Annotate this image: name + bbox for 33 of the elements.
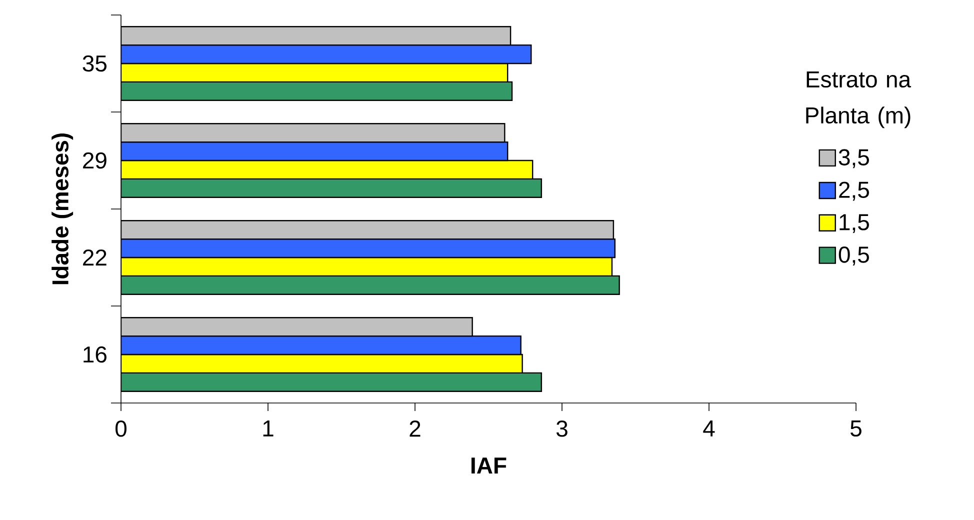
x-tick-label: 5 xyxy=(850,420,862,437)
y-tick-label: 35 xyxy=(82,55,107,72)
bar xyxy=(121,256,613,277)
y-tick-label: 16 xyxy=(84,346,106,363)
bar xyxy=(121,62,508,83)
bar xyxy=(121,317,473,337)
bar xyxy=(121,160,534,180)
bar xyxy=(121,26,512,46)
x-tick-label: 2 xyxy=(410,420,420,437)
bar xyxy=(121,372,542,392)
x-tick-label: 4 xyxy=(703,420,715,436)
x-axis-title: IAF xyxy=(472,458,506,474)
y-tick-label: 29 xyxy=(83,152,106,169)
bar xyxy=(121,123,506,143)
bar xyxy=(121,275,620,295)
x-tick-label: 1 xyxy=(263,420,274,436)
bar xyxy=(121,178,542,198)
bar xyxy=(121,335,522,356)
x-tick-label: 3 xyxy=(556,420,568,437)
y-tick-label: 22 xyxy=(83,249,106,266)
y-axis-title: Idade (meses) xyxy=(52,133,74,284)
bar xyxy=(121,141,508,162)
bar xyxy=(121,44,532,64)
legend-title: Estrato na Planta (m) xyxy=(806,72,912,128)
bar xyxy=(121,81,513,101)
legend-label: 0,5 xyxy=(838,246,869,266)
legend-label: 3,5 xyxy=(838,149,869,168)
bar xyxy=(121,220,614,240)
legend-label: 1,5 xyxy=(840,214,869,234)
x-tick-label: 0 xyxy=(116,420,126,437)
bar xyxy=(121,238,616,258)
legend-label: 2,5 xyxy=(839,182,869,201)
bar xyxy=(121,354,523,374)
